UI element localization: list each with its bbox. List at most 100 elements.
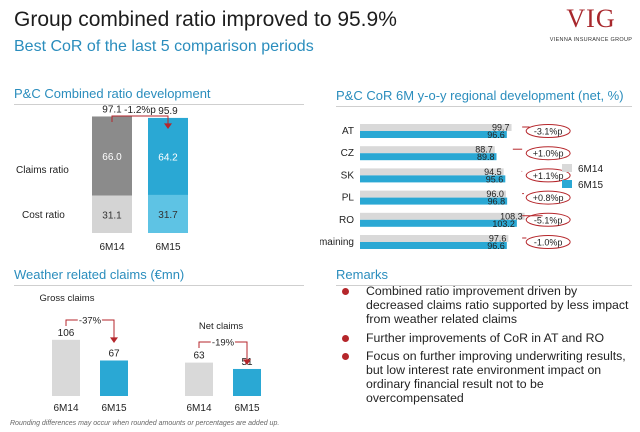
- value-6m15-label: 96.6: [487, 130, 505, 140]
- remarks-title: Remarks: [336, 267, 389, 282]
- change-ellipse: [525, 124, 571, 138]
- value-label: 63: [193, 351, 205, 362]
- category-label: 6M15: [101, 403, 126, 414]
- region-label: CZ: [341, 148, 354, 159]
- combined-ratio-title: P&C Combined ratio development: [14, 86, 211, 101]
- value-6m15-label: 95.6: [486, 174, 504, 184]
- claims-value-label: 66.0: [102, 152, 122, 163]
- bullet-icon: [342, 288, 349, 295]
- remark-text: Combined ratio improvement driven by dec…: [366, 284, 629, 327]
- change-label: +0.8%p: [533, 193, 564, 203]
- bar-6m15: [360, 242, 507, 249]
- change-ellipse: [525, 235, 571, 249]
- region-label: PL: [342, 193, 355, 204]
- legend-swatch-6m15: [562, 180, 572, 188]
- region-label: Remaining: [320, 237, 354, 248]
- change-label: -37%: [79, 316, 102, 327]
- regional-divider: [336, 106, 632, 107]
- arrow-down-icon: [110, 337, 118, 343]
- logo-main-text: VIG: [566, 4, 616, 33]
- change-label: -1.2%p: [124, 105, 156, 116]
- arrow-down-icon: [243, 359, 251, 365]
- change-bracket: [198, 341, 248, 360]
- value-6m14-label: 96.0: [486, 189, 504, 199]
- weather-divider: [14, 285, 304, 286]
- page-title: Group combined ratio improved to 95.9%: [14, 8, 397, 31]
- weather-charts: Gross claims 106 6M14 67 6M15 -37% Net claims 6…: [40, 293, 261, 414]
- bullet-icon: [342, 334, 349, 342]
- bar-6m15: [360, 153, 497, 161]
- change-ellipse: [525, 168, 571, 183]
- bar-6m15: [360, 131, 507, 138]
- value-6m14-label: 94.5: [484, 167, 502, 177]
- change-ellipse: [525, 146, 571, 161]
- bullet-icon: [342, 352, 349, 360]
- sub-chart-title: Net claims: [199, 321, 244, 332]
- value-6m15-label: 96.6: [487, 241, 505, 251]
- bar-6m14: [360, 190, 506, 198]
- bar-6m14: [360, 212, 525, 220]
- change-bracket: [111, 115, 169, 124]
- sub-chart-title: Gross claims: [40, 293, 95, 304]
- value-6m15-label: 103.2: [492, 219, 515, 229]
- combined-ratio-chart: 66.0 31.1 97.1 6M14 64.2 31.7 95.9 6M15 -1.2%p: [92, 104, 188, 253]
- legend-label-6m14: 6M14: [578, 164, 603, 175]
- total-label: 97.1: [102, 104, 122, 115]
- legend-label-6m15: 6M15: [578, 180, 603, 191]
- category-label: 6M15: [155, 242, 180, 253]
- category-label: 6M14: [186, 403, 211, 414]
- value-6m14-label: 97.6: [489, 234, 507, 244]
- cost-value-label: 31.1: [102, 210, 122, 221]
- region-label: AT: [342, 126, 354, 137]
- value-label: 67: [108, 348, 120, 359]
- value-label: 106: [58, 328, 75, 339]
- page-subtitle: Best CoR of the last 5 comparison period…: [14, 38, 314, 55]
- claims-ratio-label: Claims ratio: [16, 165, 69, 176]
- remark-text: Focus on further improving underwriting …: [366, 348, 626, 406]
- change-label: +1.1%p: [533, 171, 564, 181]
- regional-title: P&C CoR 6M y-o-y regional development (n…: [336, 88, 624, 103]
- bar-6m15: [360, 197, 508, 205]
- logo-sub-text: VIENNA INSURANCE GROUP: [549, 37, 633, 43]
- remarks-divider: [336, 285, 632, 286]
- value-6m14-label: 108.3: [500, 211, 523, 221]
- remark-item: Further improvements of CoR in AT and RO: [336, 331, 632, 345]
- category-label: 6M14: [99, 242, 124, 253]
- bar-6m14: [360, 124, 512, 131]
- bar-6m14: [360, 146, 495, 154]
- bar-6m15: [360, 219, 517, 227]
- weather-title: Weather related claims (€mn): [14, 267, 185, 282]
- change-label: -19%: [212, 338, 235, 349]
- value-6m15-label: 96.8: [488, 197, 506, 207]
- bar-6m14: [360, 168, 504, 176]
- change-label: -5.1%p: [534, 215, 563, 225]
- claims-bar: [92, 116, 132, 196]
- claims-bar: [185, 362, 213, 396]
- total-label: 95.9: [158, 106, 178, 117]
- change-label: -3.1%p: [534, 127, 563, 137]
- change-label: -1.0%p: [534, 238, 563, 248]
- legend-swatch-6m14: [562, 164, 572, 172]
- bar-6m14: [360, 235, 509, 242]
- value-6m14-label: 99.7: [492, 123, 510, 133]
- cost-bar: [92, 195, 132, 233]
- claims-bar: [148, 117, 188, 195]
- footnote: Rounding differences may occur when roun…: [10, 420, 280, 427]
- region-label: RO: [339, 215, 354, 226]
- claims-bar: [100, 360, 128, 396]
- cost-bar: [148, 194, 188, 233]
- cost-ratio-label: Cost ratio: [22, 210, 65, 221]
- remark-item: Combined ratio improvement driven by dec…: [336, 284, 632, 327]
- bar-6m15: [360, 175, 506, 183]
- claims-value-label: 64.2: [158, 152, 178, 163]
- claims-bar: [233, 368, 261, 396]
- change-ellipse: [525, 190, 571, 205]
- change-label: +1.0%p: [533, 149, 564, 159]
- regional-chart: AT 99.796.6 -3.1%pCZ 88.789.8 +1.0%pSK 94.595…: [320, 123, 603, 252]
- change-bracket: [65, 319, 115, 338]
- category-label: 6M14: [53, 403, 78, 414]
- value-6m14-label: 88.7: [475, 145, 493, 155]
- cost-value-label: 31.7: [158, 210, 178, 221]
- region-label: SK: [341, 170, 355, 181]
- remark-item: Focus on further improving underwriting …: [336, 349, 632, 406]
